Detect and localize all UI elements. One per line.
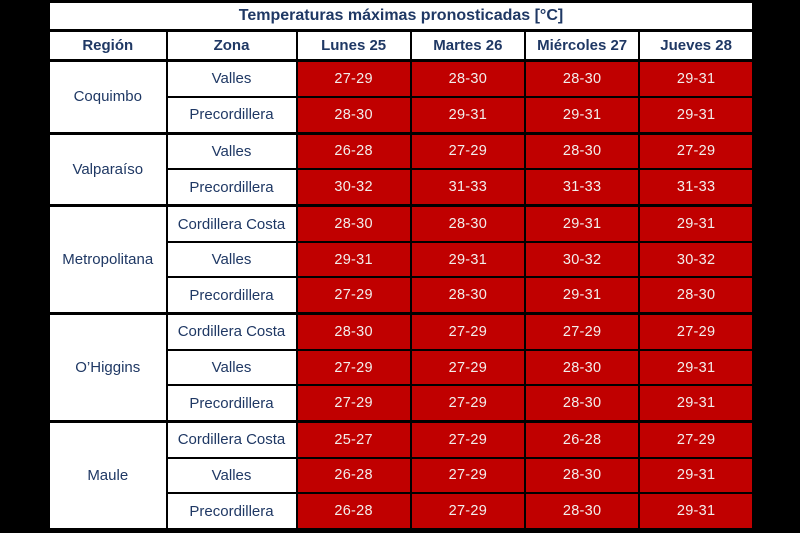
temp-cell: 27-29 <box>409 312 527 351</box>
table-row: O’Higgins Cordillera Costa 28-30 27-29 27-29… <box>47 312 755 423</box>
temp-cell: 29-31 <box>409 240 527 279</box>
temp-cell: 28-30 <box>295 312 412 351</box>
zone-cell: Precordillera <box>165 384 298 423</box>
temp-cell: 27-29 <box>638 419 755 459</box>
zone-cell: Precordillera <box>165 95 298 135</box>
table-row: Valparaíso Valles 26-28 27-29 28-30 27-29 <box>47 131 755 207</box>
zone-cell: Precordillera <box>165 492 298 531</box>
temp-cell: 27-29 <box>523 312 641 351</box>
temp-cell: 28-30 <box>523 58 641 98</box>
temp-cell: 28-30 <box>523 348 641 387</box>
temp-cell: 31-33 <box>523 168 641 207</box>
temp-cell: 29-31 <box>638 58 755 98</box>
temp-cell: 27-29 <box>638 312 755 351</box>
header-row: Región Zona Lunes 25 Martes 26 Miércoles… <box>47 29 755 62</box>
temp-cell: 29-31 <box>523 204 641 243</box>
temp-cell: 26-28 <box>523 419 641 459</box>
table-row: Precordillera 27-29 28-30 29-31 28-30 <box>49 276 755 315</box>
temp-cell: 28-30 <box>409 276 527 315</box>
temp-cell: 29-31 <box>638 492 755 531</box>
column-header-region: Región <box>47 29 168 62</box>
temp-cell: 28-30 <box>295 204 412 243</box>
table-row: Valles 26-28 27-29 28-30 29-31 <box>49 456 755 495</box>
temp-cell: 29-31 <box>638 456 755 495</box>
table-row: Valles 27-29 27-29 28-30 29-31 <box>49 348 755 387</box>
region-cell: Maule <box>47 419 168 531</box>
temp-cell: 25-27 <box>295 419 412 459</box>
column-header-martes-26: Martes 26 <box>409 29 527 62</box>
table-row: Coquimbo Valles 27-29 28-30 28-30 29-31 <box>47 58 755 135</box>
temp-cell: 27-29 <box>409 384 527 423</box>
column-header-lunes-25: Lunes 25 <box>295 29 412 62</box>
region-cell: Metropolitana <box>47 204 168 315</box>
temp-cell: 28-30 <box>523 492 641 531</box>
temp-cell: 26-28 <box>295 131 412 171</box>
temp-cell: 29-31 <box>409 95 527 135</box>
region-cell: O’Higgins <box>47 312 168 423</box>
table-row: Valles 29-31 29-31 30-32 30-32 <box>49 240 755 279</box>
temp-cell: 27-29 <box>295 276 412 315</box>
temp-cell: 26-28 <box>295 456 412 495</box>
region-cell: Coquimbo <box>47 59 168 135</box>
table-row: Metropolitana Cordillera Costa 28-30 28-30 2… <box>47 204 755 315</box>
zone-cell: Cordillera Costa <box>165 419 298 459</box>
temp-cell: 29-31 <box>295 240 412 279</box>
temp-cell: 28-30 <box>523 456 641 495</box>
region-cell: Valparaíso <box>47 131 168 207</box>
temp-cell: 31-33 <box>638 168 755 207</box>
temp-cell: 28-30 <box>523 131 641 171</box>
temp-cell: 26-28 <box>295 492 412 531</box>
column-header-jueves-28: Jueves 28 <box>638 29 755 62</box>
zone-cell: Cordillera Costa <box>165 312 298 351</box>
table-row: Precordillera 30-32 31-33 31-33 31-33 <box>49 168 755 207</box>
forecast-table-grid: Temperaturas máximas pronosticadas [°C] … <box>47 0 755 531</box>
table-row: Maule Cordillera Costa 25-27 27-29 26-28 27-2… <box>47 419 755 531</box>
table-title: Temperaturas máximas pronosticadas [°C] <box>47 0 755 32</box>
temp-cell: 28-30 <box>638 276 755 315</box>
column-header-zona: Zona <box>165 29 298 62</box>
zone-cell: Precordillera <box>165 168 298 207</box>
zone-cell: Valles <box>165 58 298 98</box>
title-row: Temperaturas máximas pronosticadas [°C] <box>47 0 755 32</box>
temp-cell: 29-31 <box>638 348 755 387</box>
table-row: Precordillera 27-29 27-29 28-30 29-31 <box>49 384 755 423</box>
temp-cell: 29-31 <box>638 204 755 243</box>
temp-cell: 29-31 <box>638 384 755 423</box>
temp-cell: 28-30 <box>295 95 412 135</box>
table-row: Precordillera 26-28 27-29 28-30 29-31 <box>49 492 755 531</box>
table-body: Coquimbo Valles 27-29 28-30 28-30 29-31 Precor… <box>47 58 755 531</box>
zone-cell: Cordillera Costa <box>165 204 298 243</box>
zone-cell: Valles <box>165 131 298 171</box>
temp-cell: 28-30 <box>409 204 527 243</box>
temp-cell: 27-29 <box>638 131 755 171</box>
temp-cell: 27-29 <box>295 58 412 98</box>
temp-cell: 30-32 <box>295 168 412 207</box>
zone-cell: Valles <box>165 456 298 495</box>
temp-cell: 29-31 <box>638 95 755 135</box>
zone-cell: Valles <box>165 348 298 387</box>
temp-cell: 28-30 <box>523 384 641 423</box>
temp-cell: 27-29 <box>409 492 527 531</box>
temp-cell: 27-29 <box>295 384 412 423</box>
zone-cell: Valles <box>165 240 298 279</box>
temp-cell: 28-30 <box>409 58 527 98</box>
temp-cell: 30-32 <box>638 240 755 279</box>
zone-cell: Precordillera <box>165 276 298 315</box>
table-row: Precordillera 28-30 29-31 29-31 29-31 <box>49 95 755 135</box>
column-header-miercoles-27: Miércoles 27 <box>523 29 641 62</box>
temp-cell: 27-29 <box>295 348 412 387</box>
temp-cell: 27-29 <box>409 456 527 495</box>
temp-cell: 27-29 <box>409 419 527 459</box>
temp-cell: 29-31 <box>523 95 641 135</box>
temp-cell: 27-29 <box>409 348 527 387</box>
temp-cell: 31-33 <box>409 168 527 207</box>
temp-cell: 30-32 <box>523 240 641 279</box>
temp-cell: 29-31 <box>523 276 641 315</box>
temp-cell: 27-29 <box>409 131 527 171</box>
forecast-table: Temperaturas máximas pronosticadas [°C] … <box>47 0 755 531</box>
